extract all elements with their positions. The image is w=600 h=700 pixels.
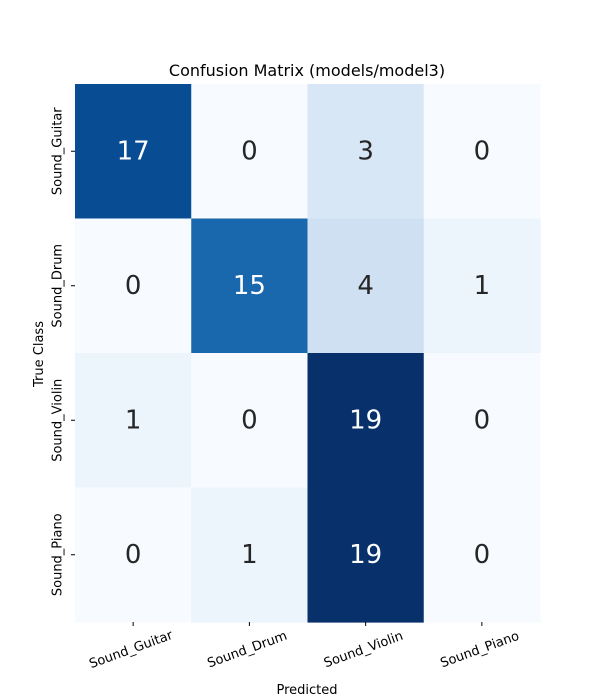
heatmap-cell-r1-c1 bbox=[191, 218, 309, 354]
x-axis-ticks: Sound_Guitar Sound_Drum Sound_Violin Sound_… bbox=[87, 622, 521, 672]
heatmap-cell-r0-c1 bbox=[191, 84, 309, 220]
y-axis-ticks: Sound_Guitar Sound_Drum Sound_Violin Sound_… bbox=[51, 107, 75, 596]
cell-value-label: 1 bbox=[125, 405, 142, 435]
x-tick-label: Sound_Drum bbox=[205, 629, 289, 672]
heatmap-cell-r0-c2 bbox=[307, 84, 425, 220]
heatmap-cell-r3-c1 bbox=[191, 487, 309, 623]
heatmap-cell-r3-c3 bbox=[423, 487, 541, 623]
cell-value-label: 1 bbox=[474, 271, 491, 301]
y-tick-label: Sound_Violin bbox=[51, 379, 66, 462]
cell-value-labels: 17 0 3 00 15 4 11 0 19 00 1 19 0 bbox=[117, 136, 491, 570]
cell-value-label: 4 bbox=[357, 271, 374, 301]
cell-value-label: 19 bbox=[349, 405, 382, 435]
cell-value-label: 17 bbox=[117, 136, 150, 166]
heatmap-cell-r2-c2 bbox=[307, 353, 425, 489]
y-axis-label: True Class bbox=[32, 321, 47, 388]
cell-value-label: 0 bbox=[474, 540, 491, 570]
heatmap-cell-r0-c3 bbox=[423, 84, 541, 220]
y-tick-label: Sound_Guitar bbox=[51, 107, 66, 195]
heatmap-cell-r1-c0 bbox=[75, 218, 192, 354]
cell-value-label: 0 bbox=[474, 405, 491, 435]
cell-value-label: 0 bbox=[125, 271, 142, 301]
cell-value-label: 3 bbox=[357, 136, 374, 166]
cell-value-label: 0 bbox=[241, 405, 258, 435]
heatmap-cell-r2-c3 bbox=[423, 353, 541, 489]
chart-title: Confusion Matrix (models/model3) bbox=[169, 61, 445, 80]
x-axis-label: Predicted bbox=[276, 683, 337, 698]
x-tick-label: Sound_Guitar bbox=[87, 628, 175, 672]
heatmap-cell-r1-c3 bbox=[423, 218, 541, 354]
x-tick-label: Sound_Violin bbox=[322, 629, 405, 672]
heatmap-cell-r0-c0 bbox=[75, 84, 192, 220]
x-tick-label: Sound_Piano bbox=[438, 629, 521, 671]
heatmap-cell-r2-c1 bbox=[191, 353, 309, 489]
y-tick-label: Sound_Piano bbox=[51, 513, 66, 596]
heatmap-cell-r3-c0 bbox=[75, 487, 192, 623]
heatmap-cell-r3-c2 bbox=[307, 487, 425, 623]
cell-value-label: 19 bbox=[349, 540, 382, 570]
cell-value-label: 15 bbox=[233, 271, 266, 301]
heatmap-cells bbox=[75, 84, 541, 623]
cell-value-label: 0 bbox=[241, 136, 258, 166]
heatmap-cell-r2-c0 bbox=[75, 353, 192, 489]
y-tick-label: Sound_Drum bbox=[51, 244, 66, 328]
cell-value-label: 1 bbox=[241, 540, 258, 570]
cell-value-label: 0 bbox=[125, 540, 142, 570]
heatmap-cell-r1-c2 bbox=[307, 218, 425, 354]
cell-value-label: 0 bbox=[474, 136, 491, 166]
